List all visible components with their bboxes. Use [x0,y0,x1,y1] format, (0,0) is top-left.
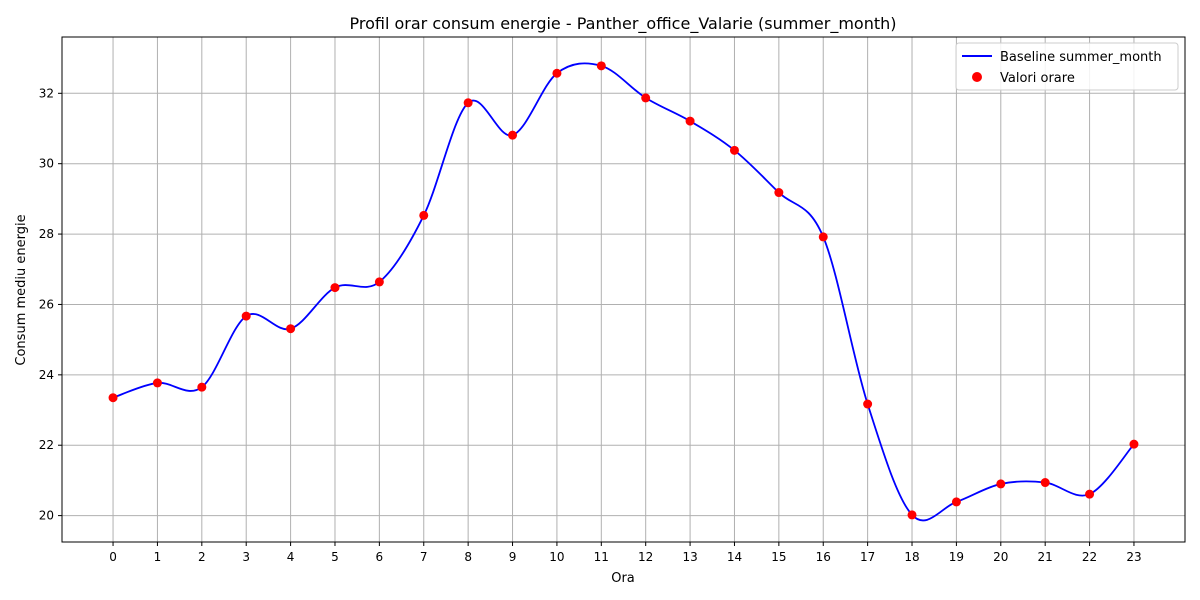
chart-title: Profil orar consum energie - Panther_off… [349,14,896,34]
data-point [1085,489,1095,499]
x-tick-label: 2 [198,550,206,564]
data-point [685,116,695,126]
x-tick-label: 16 [816,550,831,564]
x-tick-label: 23 [1126,550,1141,564]
x-tick-label: 6 [376,550,384,564]
x-axis-ticks: 0 1 2 3 4 5 6 7 8 9 10 11 12 13 14 15 16 17 18 19 20 21 22 23 [109,542,1142,564]
y-tick-label: 28 [39,227,54,241]
x-tick-label: 22 [1082,550,1097,564]
data-point [552,68,562,78]
x-tick-label: 4 [287,550,295,564]
x-tick-label: 7 [420,550,428,564]
data-point [641,93,651,103]
data-point [818,232,828,242]
x-tick-label: 9 [509,550,517,564]
data-point [419,210,429,220]
data-point [596,61,606,71]
x-axis-label: Ora [611,571,635,586]
data-point [463,98,473,108]
x-tick-label: 20 [993,550,1008,564]
x-tick-label: 0 [109,550,117,564]
x-tick-label: 13 [682,550,697,564]
y-tick-label: 22 [39,438,54,452]
data-point [996,479,1006,489]
data-point [774,188,784,198]
y-tick-label: 24 [39,368,54,382]
data-point [197,382,207,392]
data-point [863,399,873,409]
data-point [152,378,162,388]
legend-marker-swatch [972,72,982,82]
grid [62,37,1185,542]
x-tick-label: 12 [638,550,653,564]
y-tick-label: 30 [39,157,54,171]
legend-label-baseline: Baseline summer_month [1000,50,1162,65]
data-point [330,283,340,293]
data-point [374,277,384,287]
x-tick-label: 11 [594,550,609,564]
y-tick-label: 32 [39,86,54,100]
x-tick-label: 3 [242,550,250,564]
y-axis-ticks: 20 22 24 26 28 30 32 [39,86,62,523]
data-point [951,497,961,507]
series-layer [108,61,1139,522]
data-point [241,311,251,321]
legend-box [955,42,1179,91]
data-point [1129,439,1139,449]
data-point [729,145,739,155]
x-tick-label: 14 [727,550,742,564]
x-tick-label: 21 [1038,550,1053,564]
y-tick-label: 20 [39,509,54,523]
x-tick-label: 8 [464,550,472,564]
legend-label-points: Valori orare [1000,71,1075,86]
data-point [508,130,518,140]
x-tick-label: 18 [904,550,919,564]
y-axis-label: Consum mediu energie [14,214,29,365]
legend: Baseline summer_month Valori orare [955,42,1179,91]
data-point [108,393,118,403]
y-tick-label: 26 [39,297,54,311]
x-tick-label: 15 [771,550,786,564]
x-tick-label: 1 [154,550,162,564]
data-point [286,324,296,334]
x-tick-label: 10 [549,550,564,564]
data-point [1040,478,1050,488]
x-tick-label: 19 [949,550,964,564]
x-tick-label: 17 [860,550,875,564]
plot-frame [61,36,1186,543]
data-point [907,510,917,520]
x-tick-label: 5 [331,550,339,564]
